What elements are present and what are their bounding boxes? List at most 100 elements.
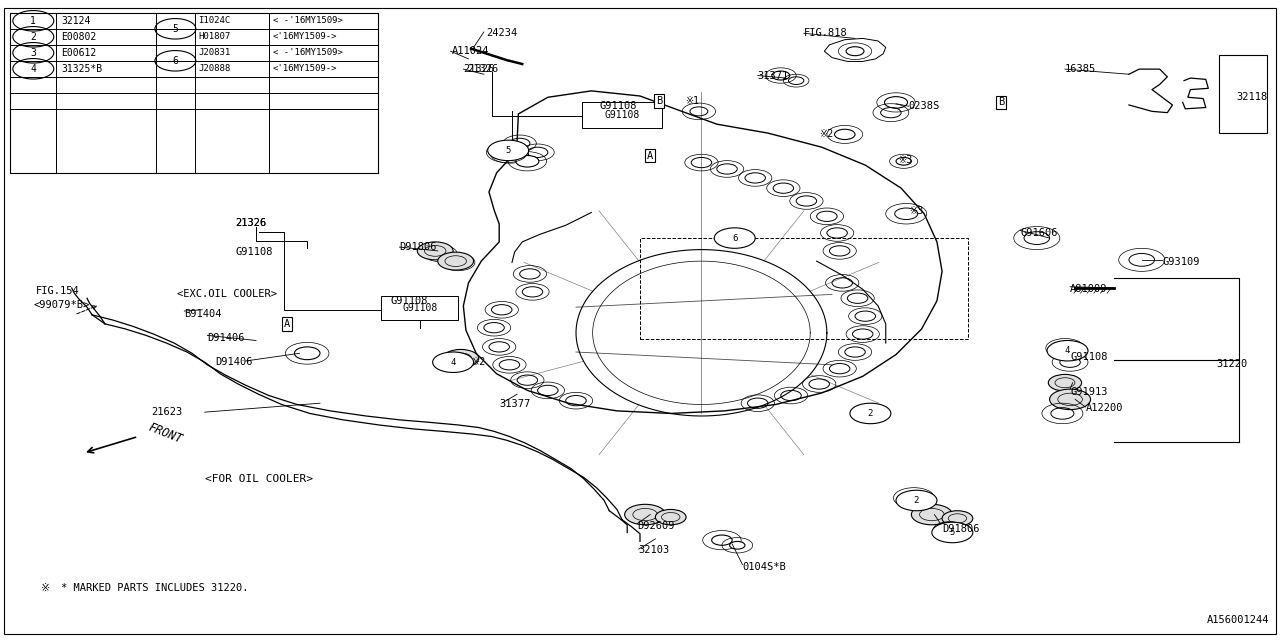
- Bar: [1219, 55, 1267, 133]
- Circle shape: [655, 509, 686, 525]
- Text: G91108: G91108: [402, 303, 438, 313]
- Text: 24234: 24234: [486, 28, 517, 38]
- Text: A11024: A11024: [452, 46, 489, 56]
- Circle shape: [1050, 389, 1091, 410]
- Circle shape: [438, 252, 474, 270]
- Circle shape: [443, 349, 479, 367]
- Text: G91108: G91108: [390, 296, 428, 306]
- Circle shape: [835, 129, 855, 140]
- Text: 0238S: 0238S: [909, 101, 940, 111]
- Circle shape: [498, 148, 521, 159]
- Polygon shape: [824, 38, 886, 61]
- Text: 1: 1: [31, 16, 36, 26]
- Text: <99079*B>: <99079*B>: [33, 300, 90, 310]
- Circle shape: [433, 352, 474, 372]
- Text: 31325*B: 31325*B: [61, 64, 102, 74]
- Text: J20888: J20888: [198, 64, 230, 74]
- Text: A12200: A12200: [1085, 403, 1123, 413]
- Text: E00802: E00802: [61, 32, 97, 42]
- Text: 21623: 21623: [151, 407, 182, 417]
- Circle shape: [932, 522, 973, 543]
- Text: ※: ※: [41, 582, 50, 593]
- Text: 31220: 31220: [1217, 358, 1248, 369]
- Text: <'16MY1509->: <'16MY1509->: [273, 32, 337, 42]
- Text: 32118: 32118: [1236, 92, 1267, 102]
- Circle shape: [714, 228, 755, 248]
- Text: < -'16MY1509>: < -'16MY1509>: [273, 48, 343, 58]
- Circle shape: [941, 525, 959, 534]
- Text: 6: 6: [732, 234, 737, 243]
- Text: 2: 2: [914, 496, 919, 505]
- Text: ※2: ※2: [471, 357, 485, 367]
- Circle shape: [712, 535, 732, 545]
- Text: 21326: 21326: [236, 218, 266, 228]
- Text: ※2: ※2: [819, 129, 833, 140]
- Circle shape: [625, 504, 666, 525]
- Text: G91606: G91606: [1020, 228, 1057, 238]
- Text: 2: 2: [868, 409, 873, 418]
- Text: <'16MY1509->: <'16MY1509->: [273, 64, 337, 74]
- Circle shape: [896, 157, 911, 165]
- Text: D92609: D92609: [637, 521, 675, 531]
- Circle shape: [1048, 374, 1082, 391]
- Text: G91108: G91108: [604, 110, 640, 120]
- Text: 31371: 31371: [758, 70, 788, 81]
- Text: B: B: [998, 97, 1004, 108]
- Text: FRONT: FRONT: [146, 421, 184, 447]
- Circle shape: [850, 403, 891, 424]
- Text: D91806: D91806: [942, 524, 979, 534]
- Text: 4: 4: [31, 64, 36, 74]
- Circle shape: [772, 71, 790, 80]
- Circle shape: [417, 242, 453, 260]
- Text: G91108: G91108: [1070, 352, 1107, 362]
- Text: A81009: A81009: [1070, 284, 1107, 294]
- Text: A: A: [648, 150, 653, 161]
- Text: 5: 5: [173, 24, 178, 34]
- Text: 6: 6: [173, 56, 178, 66]
- Circle shape: [942, 511, 973, 526]
- Text: B91404: B91404: [184, 308, 221, 319]
- Text: <EXC.OIL COOLER>: <EXC.OIL COOLER>: [177, 289, 276, 299]
- Text: 5: 5: [950, 528, 955, 537]
- Text: ※3: ※3: [909, 206, 923, 216]
- Text: G91108: G91108: [236, 247, 273, 257]
- Circle shape: [884, 97, 908, 108]
- Circle shape: [1047, 340, 1088, 361]
- Text: E00612: E00612: [61, 48, 97, 58]
- Text: <FOR OIL COOLER>: <FOR OIL COOLER>: [205, 474, 312, 484]
- Text: G91108: G91108: [599, 100, 636, 111]
- Text: A: A: [284, 319, 289, 329]
- Text: 32124: 32124: [61, 16, 91, 26]
- Circle shape: [516, 156, 539, 167]
- Text: B: B: [657, 96, 662, 106]
- Text: H01807: H01807: [198, 32, 230, 42]
- Text: FIG.154: FIG.154: [36, 286, 79, 296]
- Text: I1024C: I1024C: [198, 16, 230, 26]
- Circle shape: [911, 504, 952, 525]
- Text: 16385: 16385: [1065, 64, 1096, 74]
- Text: 0104S*B: 0104S*B: [742, 562, 786, 572]
- Text: 4: 4: [1065, 346, 1070, 355]
- Bar: [381, 296, 458, 320]
- Text: J20831: J20831: [198, 48, 230, 58]
- Text: 5: 5: [506, 146, 511, 155]
- Text: FIG.818: FIG.818: [804, 28, 847, 38]
- Bar: [10, 13, 378, 173]
- Circle shape: [488, 140, 529, 161]
- Circle shape: [294, 347, 320, 360]
- Text: ※3: ※3: [899, 155, 913, 165]
- Circle shape: [846, 47, 864, 56]
- Text: 32103: 32103: [639, 545, 669, 556]
- Bar: [582, 102, 662, 128]
- Text: G93109: G93109: [1162, 257, 1199, 268]
- Text: A156001244: A156001244: [1207, 614, 1270, 625]
- Text: ※1: ※1: [685, 96, 699, 106]
- Text: D91806: D91806: [399, 242, 436, 252]
- Text: 31377: 31377: [499, 399, 530, 410]
- Bar: [640, 238, 968, 339]
- Text: 21326: 21326: [467, 64, 498, 74]
- Text: D91406: D91406: [207, 333, 244, 343]
- Text: * MARKED PARTS INCLUDES 31220.: * MARKED PARTS INCLUDES 31220.: [61, 582, 248, 593]
- Text: 3: 3: [31, 48, 36, 58]
- Circle shape: [730, 541, 745, 549]
